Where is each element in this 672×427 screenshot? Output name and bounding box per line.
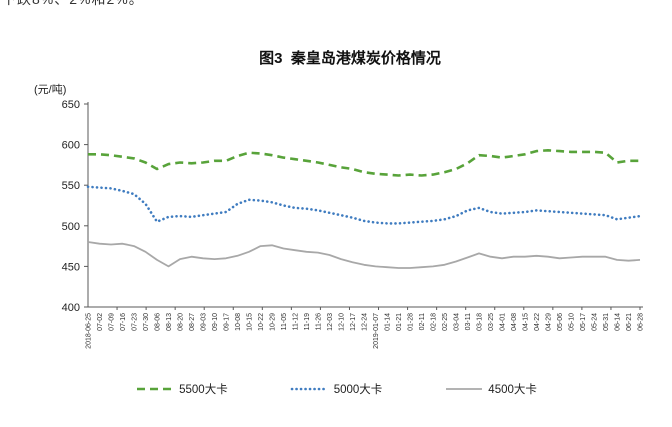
x-axis-label: 04-01	[500, 313, 507, 331]
legend-swatch-5000-dotted-line	[290, 387, 330, 391]
x-axis-label: 09-17	[224, 313, 231, 331]
x-axis-label: 12-24	[362, 313, 369, 331]
x-axis-label: 01-14	[385, 313, 392, 331]
x-axis-label: 2019-01-07	[373, 313, 380, 349]
y-axis-tick-label: 650	[62, 99, 80, 111]
x-axis-label: 03-11	[465, 313, 472, 330]
y-axis-tick-label: 550	[62, 180, 80, 192]
legend-label-4500: 4500大卡	[488, 384, 537, 396]
x-axis-label: 07-30	[143, 313, 150, 331]
series-line-4500大卡	[87, 241, 641, 269]
legend-item-5500: 5500大卡	[135, 381, 228, 397]
y-axis-unit-label: (元/吨)	[34, 84, 67, 96]
x-axis-label: 05-24	[592, 313, 599, 331]
x-axis-label: 12-10	[339, 313, 346, 331]
x-axis-label: 08-27	[189, 313, 196, 331]
x-axis-label: 11-19	[304, 313, 311, 330]
x-axis-label: 11-05	[281, 313, 288, 330]
x-axis-label: 03-18	[477, 313, 484, 331]
x-axis-label: 06-21	[626, 313, 633, 331]
x-axis-label: 10-29	[270, 313, 277, 331]
x-axis-label: 10-08	[235, 313, 242, 331]
x-axis-label: 07-02	[97, 313, 104, 331]
clipped-paragraph-fragment: 下跌8%、2%和2%。	[2, 0, 262, 9]
x-axis-label: 10-15	[247, 313, 254, 331]
legend-swatch-5500-dashed-line	[137, 387, 174, 391]
x-axis-label: 2018-06-25	[86, 313, 93, 349]
x-axis-label: 05-31	[603, 313, 610, 331]
x-axis-label: 01-21	[396, 313, 403, 331]
clipped-text: 下跌8%、2%和2%。	[2, 0, 262, 9]
x-axis-label: 08-06	[155, 313, 162, 331]
x-axis-label: 07-16	[120, 313, 127, 331]
x-axis-label: 02-18	[431, 313, 438, 331]
series-line-5000大卡	[86, 185, 642, 225]
x-axis-label: 04-08	[511, 313, 518, 331]
y-axis-tick-label: 500	[62, 221, 80, 233]
x-axis-label: 05-17	[580, 313, 587, 331]
x-axis-label: 05-06	[557, 313, 564, 331]
x-axis-label: 08-20	[178, 313, 185, 331]
x-axis-label: 02-11	[419, 313, 426, 330]
legend-label-5000: 5000大卡	[333, 384, 383, 396]
x-axis-label: 03-04	[454, 313, 461, 331]
chart-title: 图3 秦皇岛港煤炭价格情况	[259, 50, 441, 67]
x-axis-label: 11-12	[293, 313, 300, 330]
x-axis-label: 10-22	[258, 313, 265, 331]
legend-swatch-4500-solid-line	[446, 388, 483, 390]
x-axis-label: 04-22	[534, 313, 541, 331]
x-axis-label: 01-28	[408, 313, 415, 331]
x-axis-label: 09-03	[201, 313, 208, 331]
x-axis-label: 06-14	[615, 313, 622, 331]
legend-item-4500: 4500大卡	[444, 381, 537, 397]
y-axis-tick-label: 400	[62, 302, 80, 314]
x-axis-label: 12-03	[327, 313, 334, 331]
y-axis-tick-label: 600	[62, 140, 80, 152]
x-axis-label: 02-25	[442, 313, 449, 331]
x-axis-label: 08-13	[166, 313, 173, 331]
legend-label-5500: 5500大卡	[179, 384, 228, 396]
legend-item-5000: 5000大卡	[290, 381, 383, 397]
series-line-5500大卡	[88, 149, 640, 177]
x-axis-label: 03-25	[488, 313, 495, 331]
axes	[87, 102, 643, 308]
x-axis-label: 04-29	[546, 313, 553, 331]
x-axis-label: 09-10	[212, 313, 219, 331]
legend: 5500大卡 5000大卡 4500大卡	[0, 381, 672, 397]
x-axis-label: 05-10	[569, 313, 576, 331]
x-axis-label: 06-28	[638, 313, 645, 331]
x-axis-label: 12-17	[350, 313, 357, 331]
x-axis-label: 07-09	[109, 313, 116, 331]
x-axis-label: 11-26	[316, 313, 323, 330]
y-axis-tick-label: 450	[62, 261, 80, 273]
x-axis-label: 07-23	[132, 313, 139, 331]
x-axis-label: 04-15	[523, 313, 530, 331]
